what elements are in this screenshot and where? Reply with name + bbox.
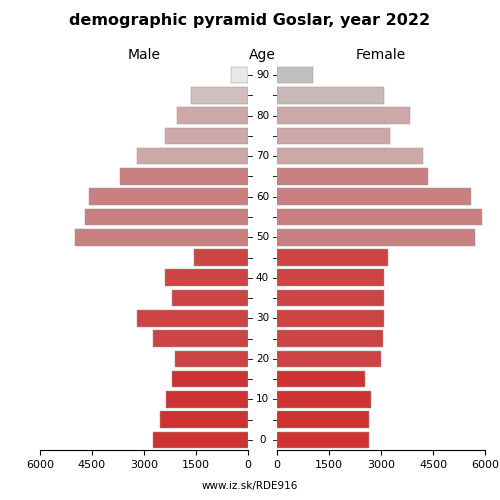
Bar [277, 87, 384, 104]
Bar [277, 412, 369, 428]
Bar [277, 108, 410, 124]
Bar [152, 330, 248, 347]
Bar [74, 229, 248, 246]
Bar [191, 87, 248, 104]
Bar [277, 67, 314, 84]
Bar [160, 412, 248, 428]
Bar [172, 371, 248, 388]
Bar [277, 188, 471, 205]
Bar [175, 350, 248, 367]
Bar [277, 290, 384, 306]
Bar [277, 310, 384, 326]
Text: 10: 10 [256, 394, 269, 404]
Bar [277, 371, 366, 388]
Text: 60: 60 [256, 192, 269, 202]
Bar [194, 249, 248, 266]
Bar [172, 290, 248, 306]
Text: 30: 30 [256, 314, 269, 324]
Bar [165, 270, 248, 286]
Bar [277, 391, 370, 407]
Text: 90: 90 [256, 70, 269, 80]
Text: 0: 0 [259, 435, 266, 445]
Bar [277, 350, 381, 367]
Bar [177, 108, 248, 124]
Text: 80: 80 [256, 110, 269, 120]
Bar [230, 67, 248, 84]
Text: 50: 50 [256, 232, 269, 242]
Text: www.iz.sk/RDE916: www.iz.sk/RDE916 [202, 481, 298, 491]
Text: 40: 40 [256, 273, 269, 283]
Title: Female: Female [356, 48, 406, 62]
Bar [137, 148, 248, 164]
Bar [277, 249, 388, 266]
Bar [88, 188, 248, 205]
Text: demographic pyramid Goslar, year 2022: demographic pyramid Goslar, year 2022 [70, 12, 430, 28]
Text: 20: 20 [256, 354, 269, 364]
Title: Age: Age [249, 48, 276, 62]
Bar [277, 168, 428, 185]
Bar [120, 168, 248, 185]
Bar [277, 229, 474, 246]
Bar [165, 128, 248, 144]
Bar [277, 330, 383, 347]
Bar [277, 128, 390, 144]
Bar [277, 148, 422, 164]
Bar [85, 208, 248, 226]
Bar [166, 391, 248, 407]
Bar [137, 310, 248, 326]
Bar [277, 208, 482, 226]
Bar [152, 432, 248, 448]
Bar [277, 432, 369, 448]
Text: 70: 70 [256, 151, 269, 161]
Bar [277, 270, 384, 286]
Title: Male: Male [128, 48, 160, 62]
